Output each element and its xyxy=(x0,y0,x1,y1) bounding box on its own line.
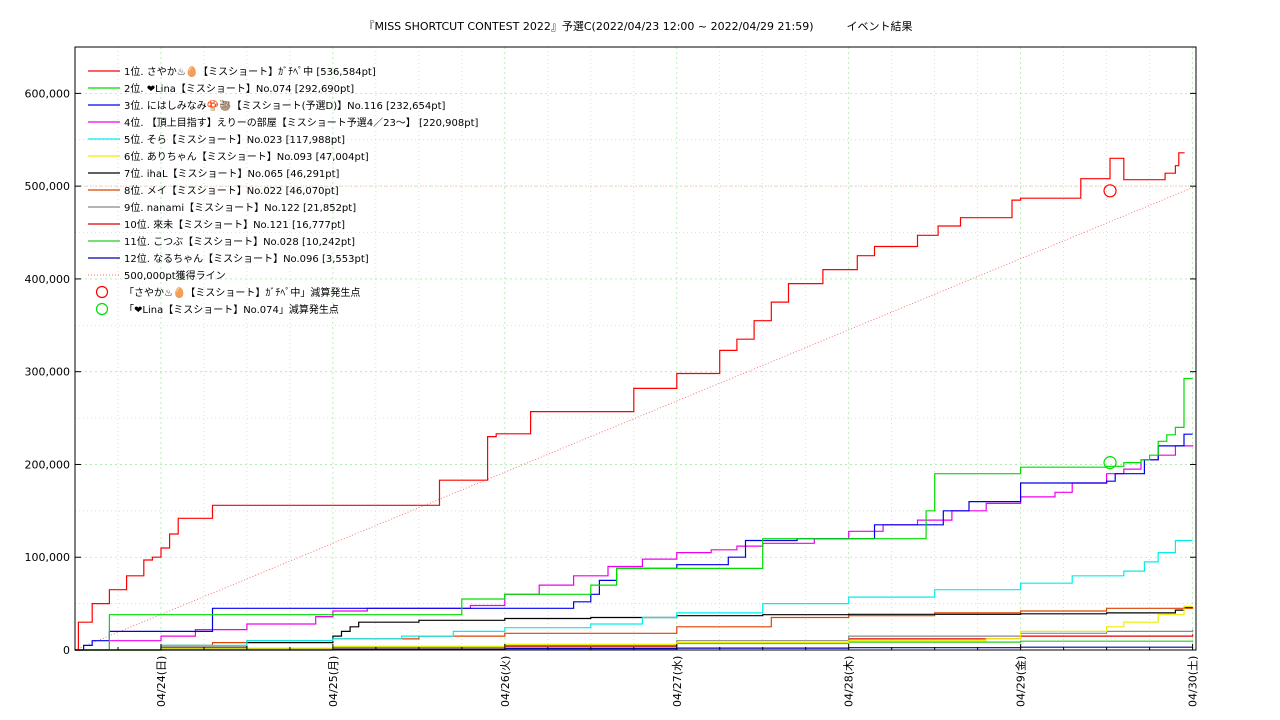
y-tick-label: 600,000 xyxy=(25,87,71,100)
legend-swatch xyxy=(95,302,109,316)
deduction-marker-1 xyxy=(1103,184,1117,198)
y-tick-label: 0 xyxy=(63,644,70,657)
y-axis: 0 100,000 200,000 300,000 400,000 500,000 600,… xyxy=(25,87,1196,657)
reference-line-group xyxy=(74,185,1197,651)
legend-label: 6位. ありちゃん【ミスショート】No.093 [47,004pt] xyxy=(124,150,369,163)
legend-label: 1位. さやか♨🥚【ミスショート】ｶﾞﾁﾍﾟ中 [536,584pt] xyxy=(124,65,376,78)
x-axis: 04/24(日) 04/25(月) 04/26(火) 04/27(水) 04/28(木)… xyxy=(74,644,1200,707)
grid xyxy=(74,47,1196,650)
x-tick-label: 04/25(月) xyxy=(327,656,340,707)
chart-title: 『MISS SHORTCUT CONTEST 2022』予選C(2022/04/… xyxy=(363,19,912,33)
legend-label: 5位. そら【ミスショート】No.023 [117,988pt] xyxy=(124,133,345,146)
legend-swatch xyxy=(95,285,109,299)
series-line-1 xyxy=(75,152,1185,651)
series-line-5 xyxy=(75,539,1193,651)
x-tick-label: 04/24(日) xyxy=(155,656,168,707)
deduction-marker-2 xyxy=(1103,456,1117,470)
x-tick-label: 04/27(水) xyxy=(671,656,684,707)
x-tick-label: 04/28(木) xyxy=(843,656,856,707)
reference-line xyxy=(74,185,1197,651)
series-line-8 xyxy=(75,607,1194,651)
legend-label: 9位. nanami【ミスショート】No.122 [21,852pt] xyxy=(124,201,356,214)
legend-label: 「さやか♨🥚【ミスショート】ｶﾞﾁﾍﾟ中」減算発生点 xyxy=(124,286,360,299)
legend-label: 11位. こつぶ【ミスショート】No.028 [10,242pt] xyxy=(124,235,355,248)
legend-label: 「❤Lina【ミスショート】No.074」減算発生点 xyxy=(124,303,339,316)
legend-label: 500,000pt獲得ライン xyxy=(124,269,226,282)
series-line-3 xyxy=(75,433,1193,651)
markers-group xyxy=(1103,184,1117,470)
x-tick-label: 04/26(火) xyxy=(499,656,512,707)
legend-label: 10位. 來未【ミスショート】No.121 [16,777pt] xyxy=(124,218,345,231)
legend-label: 4位. 【頂上目指す】えりーの部屋【ミスショート予選4／23～】 [220,90… xyxy=(124,116,479,129)
y-tick-label: 400,000 xyxy=(25,273,71,286)
legend-label: 12位. なるちゃん【ミスショート】No.096 [3,553pt] xyxy=(124,252,369,265)
y-tick-label: 300,000 xyxy=(25,366,71,379)
plot-frame xyxy=(74,46,1197,651)
legend-label: 7位. ihaL【ミスショート】No.065 [46,291pt] xyxy=(124,167,340,180)
legend: 1位. さやか♨🥚【ミスショート】ｶﾞﾁﾍﾟ中 [536,584pt] 2位. ❤… xyxy=(88,65,479,316)
y-tick-label: 500,000 xyxy=(25,180,71,193)
series-line-9 xyxy=(75,629,1194,651)
series-line-2 xyxy=(75,377,1193,651)
legend-label: 8位. メイ【ミスショート】No.022 [46,070pt] xyxy=(124,184,339,197)
x-tick-label: 04/29(金) xyxy=(1014,656,1028,707)
y-tick-label: 100,000 xyxy=(25,551,71,564)
x-tick-label: 04/30(土) xyxy=(1187,656,1200,707)
legend-label: 2位. ❤Lina【ミスショート】No.074 [292,690pt] xyxy=(124,82,354,95)
legend-label: 3位. にはしみなみ🍄🦥【ミスショート(予選D)】No.116 [232,654… xyxy=(124,99,446,112)
y-tick-label: 200,000 xyxy=(25,458,71,471)
